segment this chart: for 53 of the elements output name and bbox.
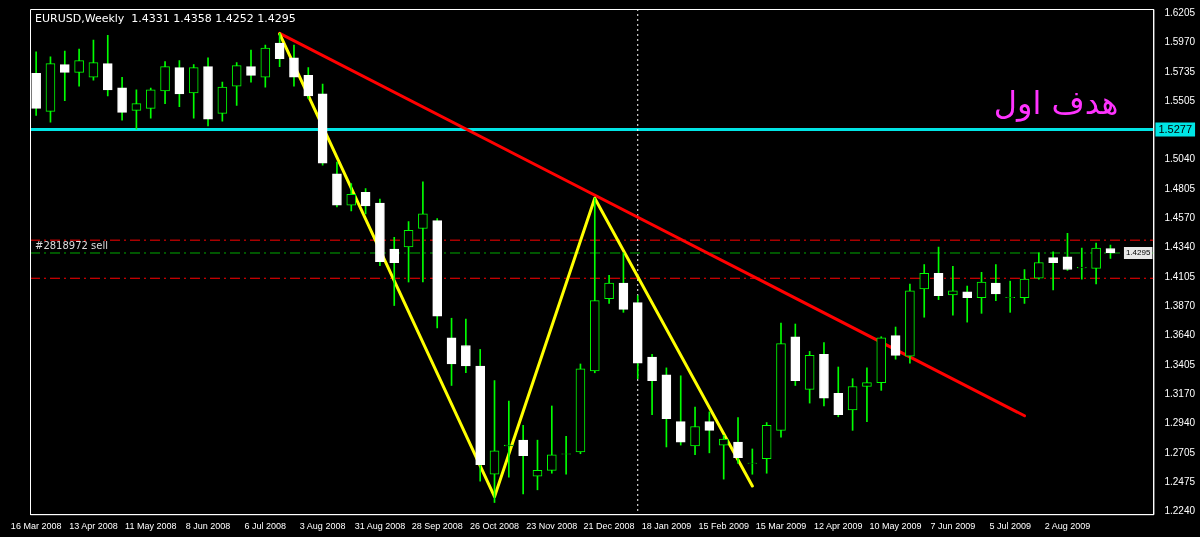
x-tick-label: 2 Aug 2009 [1044,521,1091,532]
x-tick-label: 5 Jul 2009 [989,521,1031,532]
candlestick [1048,251,1058,291]
y-tick-label: 1.5735 [1164,65,1196,77]
candlestick [1005,280,1015,313]
y-tick-label: 1.4805 [1164,182,1196,194]
candlestick [862,367,872,422]
x-tick-label: 3 Aug 2008 [299,521,346,532]
candlestick [962,285,973,323]
candlestick [389,236,400,306]
annotation: 1.4295 [1125,248,1151,258]
chart-title: EURUSD,Weekly 1.4331 1.4358 1.4252 1.4295 [35,12,296,25]
candlestick [718,434,729,480]
x-tick-label: 8 Jun 2008 [185,521,231,532]
y-tick-label: 1.3170 [1164,388,1196,400]
x-tick-label: 11 May 2008 [125,521,177,532]
y-tick-label: 1.5970 [1164,36,1196,48]
ref-line-label: 1.5277 [1158,122,1193,135]
x-tick-label: 12 Apr 2009 [814,521,863,532]
y-tick-label: 1.3405 [1164,358,1196,370]
candlestick [518,425,528,495]
x-tick-label: 7 Jun 2009 [930,521,976,532]
y-tick-label: 1.4105 [1164,270,1196,282]
x-tick-label: 26 Oct 2008 [469,521,520,532]
y-tick-label: 1.2705 [1164,446,1196,458]
x-tick-label: 31 Aug 2008 [354,521,406,532]
annotation: هدف اول [993,83,1119,122]
y-tick-label: 1.4340 [1164,241,1196,253]
x-tick-label: 15 Feb 2009 [698,521,749,532]
x-tick-label: 23 Nov 2008 [526,521,578,532]
ref-line-label: #2818972 sell [35,239,109,251]
y-tick-label: 1.3870 [1164,300,1196,312]
y-tick-label: 1.5040 [1164,153,1196,165]
x-tick-label: 21 Dec 2008 [583,521,635,532]
x-tick-label: 18 Jan 2009 [641,521,692,532]
candlestick [59,50,70,101]
x-tick-label: 16 Mar 2008 [10,521,62,532]
y-tick-label: 1.5505 [1164,94,1196,106]
candlestick [504,400,514,478]
x-tick-label: 28 Sep 2008 [411,521,463,532]
y-tick-label: 1.3640 [1164,329,1196,341]
x-tick-label: 10 May 2009 [869,521,922,532]
x-tick-label: 6 Jul 2008 [244,521,287,532]
y-tick-label: 1.2940 [1164,417,1196,429]
y-tick-label: 1.2240 [1164,505,1196,517]
x-tick-label: 15 Mar 2009 [755,521,807,532]
y-tick-label: 1.2475 [1164,475,1196,487]
candlestick [418,181,428,283]
y-tick-label: 1.6205 [1164,6,1196,18]
candlestick [1076,247,1087,280]
y-tick-label: 1.4570 [1164,212,1196,224]
candlestick [546,405,557,474]
x-tick-label: 13 Apr 2008 [69,521,118,532]
